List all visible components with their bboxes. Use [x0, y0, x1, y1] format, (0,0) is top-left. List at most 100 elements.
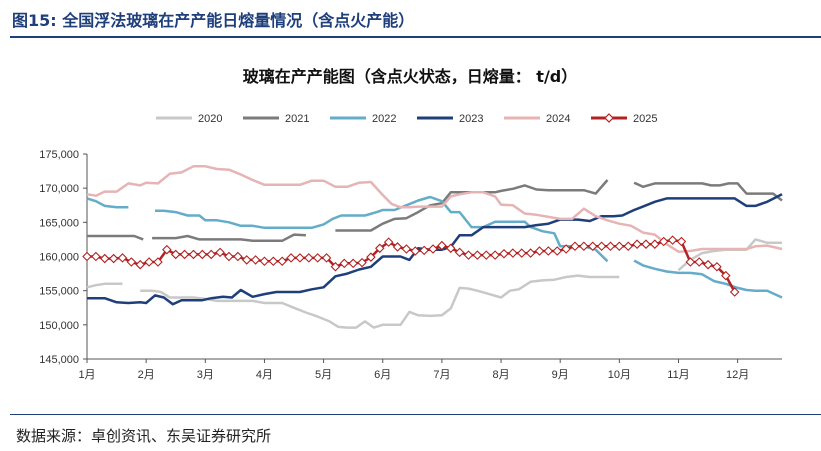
legend-label: 2023 [459, 113, 483, 125]
data-point [445, 243, 456, 254]
data-point [525, 248, 536, 258]
legend-label: 2022 [372, 113, 396, 125]
data-point [534, 246, 545, 256]
x-tick-label: 3月 [197, 369, 214, 381]
data-point [641, 239, 651, 249]
data-point [366, 252, 376, 262]
data-point [481, 250, 492, 260]
data-point [667, 235, 678, 245]
x-tick-label: 9月 [552, 369, 569, 381]
y-tick-label: 150,000 [39, 320, 79, 332]
x-tick-label: 6月 [374, 369, 391, 381]
series-line [633, 181, 783, 202]
x-tick-label: 2月 [138, 369, 155, 381]
data-point [623, 241, 633, 252]
data-point [392, 242, 403, 252]
data-point [179, 249, 190, 260]
x-tick-label: 7月 [433, 369, 450, 381]
data-point [99, 253, 110, 264]
data-point [170, 249, 181, 260]
data-point [135, 259, 146, 270]
data-point [224, 251, 234, 262]
footer-rule [10, 414, 821, 415]
series-2024 [86, 165, 783, 253]
x-tick-label: 1月 [78, 369, 95, 381]
data-point [721, 270, 731, 281]
data-point [490, 250, 500, 260]
data-point [188, 249, 199, 260]
series-2025 [82, 235, 740, 297]
legend-item-2025: 2025 [591, 113, 657, 125]
data-point [312, 253, 323, 263]
data-point [472, 250, 483, 260]
y-tick-label: 170,000 [39, 183, 79, 195]
data-point [516, 248, 527, 258]
data-point [375, 243, 385, 254]
y-tick-label: 165,000 [39, 217, 79, 229]
data-point [304, 253, 314, 263]
data-point [712, 261, 722, 272]
data-point [508, 248, 518, 258]
data-point [658, 236, 669, 247]
data-point [277, 256, 287, 267]
data-point [605, 241, 616, 252]
chart-axes: 145,000 150,000 155,000 160,000 165,000 170,0… [39, 149, 782, 381]
data-point [330, 261, 341, 272]
series-line [86, 197, 129, 209]
chart-title: 玻璃在产产能图（含点火状态，日熔量： t/d） [243, 67, 578, 86]
data-point [348, 258, 358, 269]
data-point [570, 241, 580, 252]
data-point [428, 244, 438, 254]
data-point [233, 251, 243, 262]
figure-title: 图15: 全国浮法玻璃在产产能日熔量情况（含点火产能） [12, 11, 415, 30]
series-line [152, 233, 306, 243]
data-point [383, 237, 394, 247]
series-line [87, 234, 144, 241]
series-line [86, 165, 783, 253]
series-line [633, 259, 783, 299]
data-point [126, 257, 137, 267]
data-point [410, 246, 421, 256]
data-point [82, 251, 92, 262]
data-point [215, 247, 225, 258]
x-tick-label: 11月 [667, 369, 689, 381]
data-point [321, 253, 332, 263]
data-point [463, 250, 474, 260]
x-tick-label: 10月 [608, 369, 631, 381]
x-tick-label: 8月 [492, 369, 509, 381]
data-point [259, 256, 270, 267]
data-point [703, 259, 713, 270]
data-point [268, 256, 279, 267]
data-point [676, 236, 687, 247]
data-point [685, 257, 696, 267]
data-point [632, 239, 642, 249]
data-point [286, 253, 296, 263]
x-tick-label: 12月 [726, 369, 749, 381]
series-line [86, 282, 123, 289]
data-point [499, 248, 509, 259]
data-point [241, 255, 252, 265]
data-point [694, 257, 704, 267]
data-point [357, 257, 367, 268]
data-point [587, 241, 598, 252]
data-point [543, 246, 554, 256]
series-line [677, 238, 782, 272]
header-rule [10, 36, 821, 38]
legend-item-2023: 2023 [417, 113, 483, 125]
data-point [250, 255, 261, 265]
source-note: 数据来源：卓创资讯、东吴证券研究所 [16, 427, 272, 445]
legend-item-2021: 2021 [243, 113, 309, 125]
data-point [295, 253, 305, 263]
data-point [197, 249, 208, 260]
chart-series [82, 165, 783, 329]
data-point [419, 245, 429, 256]
data-point [144, 257, 154, 267]
data-point [437, 240, 447, 251]
y-tick-label: 145,000 [39, 354, 79, 366]
legend-item-2024: 2024 [504, 113, 570, 125]
data-point [596, 241, 607, 252]
data-point [561, 244, 571, 254]
data-point [206, 249, 216, 260]
chart-legend: 2020 2021 2022 2023 2024 2025 [156, 113, 657, 125]
x-tick-label: 5月 [315, 369, 332, 381]
